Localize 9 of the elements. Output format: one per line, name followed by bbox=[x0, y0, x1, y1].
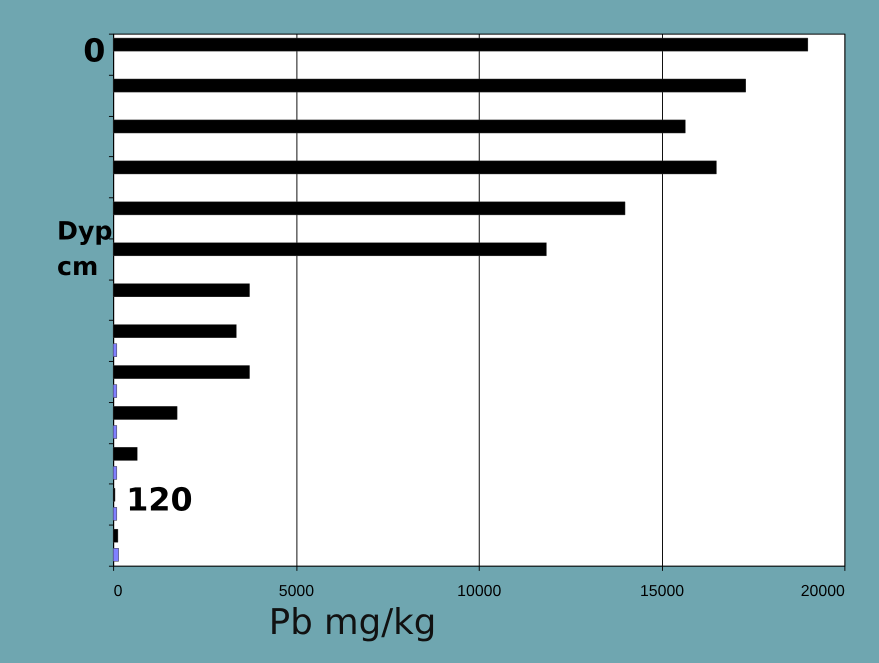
text: 0 bbox=[83, 32, 106, 70]
annotation: 120 bbox=[126, 482, 193, 519]
x-tick-label: 5000 bbox=[278, 583, 314, 600]
x-tick-label: 20000 bbox=[800, 583, 846, 600]
x-tick-label: 10000 bbox=[457, 583, 502, 600]
x-axis-title: Pb mg/kg bbox=[268, 602, 436, 644]
x-tick-label: 0 bbox=[114, 583, 123, 600]
x-tick-label: 15000 bbox=[640, 583, 684, 600]
y-axis-title: Dyp cm bbox=[57, 216, 113, 281]
